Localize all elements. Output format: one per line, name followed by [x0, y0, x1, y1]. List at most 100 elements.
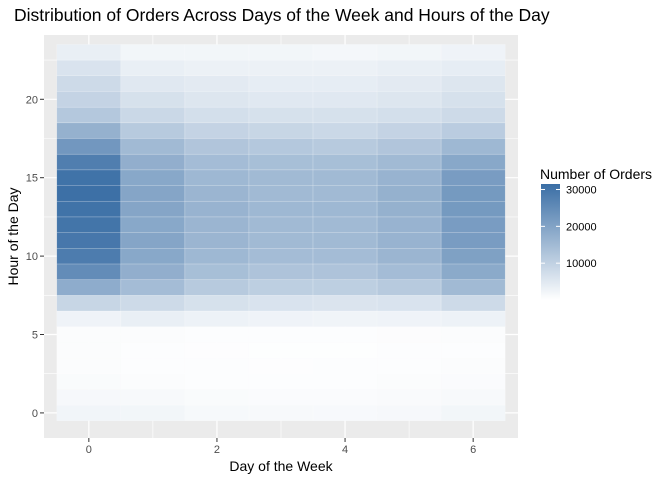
- heatmap-tile: [184, 232, 250, 249]
- x-tick-label: 0: [86, 444, 92, 456]
- heatmap-tile: [248, 75, 314, 92]
- heatmap-tile: [440, 263, 506, 280]
- heatmap-tile: [248, 44, 314, 61]
- heatmap-tile: [56, 263, 122, 280]
- heatmap-tile: [56, 389, 122, 406]
- heatmap-tile: [248, 200, 314, 218]
- heatmap-tile: [312, 342, 378, 359]
- heatmap-tile: [248, 404, 314, 422]
- heatmap-tile: [120, 326, 186, 343]
- heatmap-tile: [184, 279, 250, 296]
- heatmap-tiles: [56, 44, 506, 422]
- heatmap-tile: [248, 91, 314, 108]
- heatmap-tile: [120, 138, 186, 155]
- heatmap-tile: [120, 263, 186, 280]
- heatmap-tile: [184, 122, 250, 139]
- heatmap-tile: [184, 404, 250, 422]
- legend-tick-label: 20000: [566, 221, 597, 233]
- heatmap-tile: [120, 295, 186, 312]
- heatmap-tile: [56, 342, 122, 359]
- heatmap-tile: [56, 138, 122, 155]
- heatmap-tile: [184, 373, 250, 390]
- legend-tick-label: 30000: [566, 185, 597, 197]
- heatmap-tile: [184, 138, 250, 155]
- y-tick-label: 0: [32, 408, 38, 420]
- heatmap-tile: [120, 169, 186, 186]
- heatmap-tile: [440, 373, 506, 390]
- heatmap-tile: [248, 342, 314, 359]
- y-tick-label: 15: [26, 173, 38, 185]
- heatmap-tile: [376, 248, 442, 265]
- heatmap-tile: [248, 216, 314, 233]
- heatmap-tile: [184, 169, 250, 186]
- heatmap-tile: [184, 75, 250, 92]
- heatmap-tile: [184, 185, 250, 202]
- heatmap-tile: [120, 232, 186, 249]
- heatmap-tile: [376, 326, 442, 343]
- heatmap-tile: [376, 310, 442, 327]
- heatmap-tile: [312, 248, 378, 265]
- heatmap-tile: [56, 169, 122, 186]
- heatmap-tile: [376, 106, 442, 124]
- heatmap-tile: [56, 44, 122, 61]
- heatmap-tile: [440, 389, 506, 406]
- heatmap-tile: [120, 153, 186, 171]
- heatmap-tile: [440, 153, 506, 171]
- heatmap-tile: [376, 75, 442, 92]
- heatmap-tile: [440, 59, 506, 77]
- heatmap-tile: [440, 342, 506, 359]
- heatmap-tile: [312, 153, 378, 171]
- heatmap-tile: [376, 216, 442, 233]
- heatmap-tile: [184, 295, 250, 312]
- heatmap-tile: [184, 200, 250, 218]
- x-tick-label: 4: [342, 444, 348, 456]
- heatmap-tile: [376, 91, 442, 108]
- heatmap-tile: [440, 279, 506, 296]
- heatmap-tile: [248, 357, 314, 374]
- heatmap-tile: [312, 295, 378, 312]
- heatmap-tile: [312, 279, 378, 296]
- heatmap-tile: [312, 75, 378, 92]
- heatmap-tile: [248, 295, 314, 312]
- heatmap-tile: [120, 373, 186, 390]
- heatmap-tile: [440, 248, 506, 265]
- legend-tick-label: 10000: [566, 258, 597, 270]
- heatmap-tile: [56, 153, 122, 171]
- heatmap-tile: [376, 153, 442, 171]
- heatmap-tile: [312, 232, 378, 249]
- chart-title: Distribution of Orders Across Days of th…: [14, 5, 550, 25]
- heatmap-tile: [120, 44, 186, 61]
- heatmap-tile: [56, 357, 122, 374]
- heatmap-tile: [440, 138, 506, 155]
- y-tick-label: 10: [26, 251, 38, 263]
- heatmap-tile: [312, 200, 378, 218]
- heatmap-tile: [56, 91, 122, 108]
- heatmap-tile: [248, 169, 314, 186]
- heatmap-tile: [312, 122, 378, 139]
- heatmap-tile: [120, 59, 186, 77]
- heatmap-tile: [312, 326, 378, 343]
- heatmap-tile: [120, 216, 186, 233]
- heatmap-tile: [312, 91, 378, 108]
- heatmap-tile: [56, 185, 122, 202]
- heatmap-tile: [120, 200, 186, 218]
- heatmap-tile: [248, 279, 314, 296]
- heatmap-tile: [184, 91, 250, 108]
- heatmap-tile: [56, 326, 122, 343]
- heatmap-tile: [248, 310, 314, 327]
- heatmap-tile: [376, 59, 442, 77]
- heatmap-tile: [184, 326, 250, 343]
- heatmap-tile: [376, 185, 442, 202]
- heatmap-tile: [376, 279, 442, 296]
- y-tick-label: 5: [32, 330, 38, 342]
- heatmap-tile: [312, 310, 378, 327]
- heatmap-tile: [56, 373, 122, 390]
- heatmap-tile: [56, 310, 122, 327]
- heatmap-tile: [376, 169, 442, 186]
- heatmap-tile: [376, 232, 442, 249]
- heatmap-tile: [248, 326, 314, 343]
- heatmap-tile: [376, 404, 442, 422]
- heatmap-tile: [312, 169, 378, 186]
- heatmap-tile: [312, 263, 378, 280]
